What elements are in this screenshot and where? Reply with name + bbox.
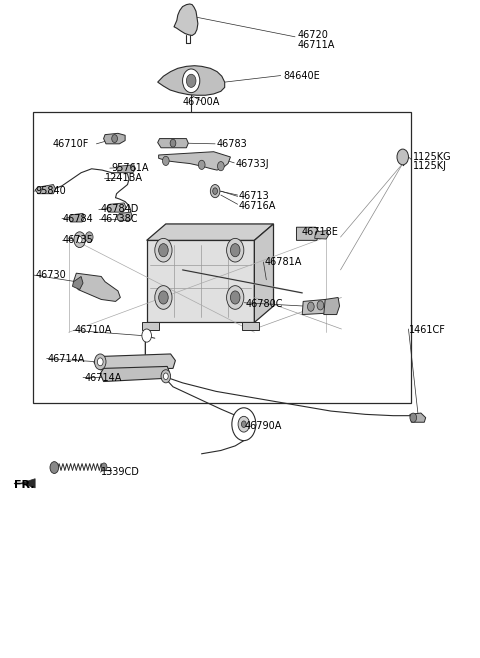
Polygon shape <box>302 299 328 315</box>
Text: 46711A: 46711A <box>298 40 335 51</box>
Circle shape <box>142 329 152 342</box>
Polygon shape <box>410 413 426 422</box>
Text: 46713: 46713 <box>239 191 270 201</box>
Text: 46720: 46720 <box>298 30 328 40</box>
Polygon shape <box>254 224 274 322</box>
Circle shape <box>227 238 244 262</box>
Polygon shape <box>21 479 35 488</box>
Circle shape <box>50 462 59 474</box>
Text: 1125KG: 1125KG <box>413 152 452 162</box>
Circle shape <box>112 135 118 143</box>
Circle shape <box>161 370 170 383</box>
Polygon shape <box>117 165 136 173</box>
Circle shape <box>170 139 176 147</box>
Text: 46784D: 46784D <box>100 205 139 215</box>
Circle shape <box>186 74 196 88</box>
Polygon shape <box>69 213 84 222</box>
Polygon shape <box>73 273 120 301</box>
Text: 1339CD: 1339CD <box>101 467 140 477</box>
Polygon shape <box>72 276 83 290</box>
Circle shape <box>155 238 172 262</box>
Polygon shape <box>157 139 188 148</box>
Text: 46784: 46784 <box>63 214 94 224</box>
Circle shape <box>101 463 107 471</box>
Polygon shape <box>94 354 175 370</box>
Circle shape <box>213 188 217 194</box>
Text: 1461CF: 1461CF <box>408 325 445 336</box>
Bar <box>33 113 411 403</box>
Circle shape <box>155 286 172 309</box>
Polygon shape <box>147 224 274 240</box>
Text: 46735: 46735 <box>63 235 94 245</box>
Text: 46718E: 46718E <box>301 227 338 237</box>
Text: 1241BA: 1241BA <box>105 173 143 183</box>
Polygon shape <box>297 227 321 240</box>
Circle shape <box>163 373 168 380</box>
Text: 46700A: 46700A <box>183 97 220 107</box>
Text: 95840: 95840 <box>35 186 66 196</box>
Circle shape <box>158 291 168 304</box>
Circle shape <box>162 157 169 166</box>
Text: 84640E: 84640E <box>283 70 320 80</box>
Text: 46710F: 46710F <box>52 139 89 149</box>
Polygon shape <box>100 367 169 382</box>
Polygon shape <box>158 152 230 170</box>
Circle shape <box>158 243 168 257</box>
Polygon shape <box>315 230 328 239</box>
Polygon shape <box>142 322 158 330</box>
Polygon shape <box>324 297 339 315</box>
Text: 46714A: 46714A <box>84 373 122 383</box>
Polygon shape <box>104 134 125 144</box>
Polygon shape <box>157 66 225 95</box>
Text: 1125KJ: 1125KJ <box>413 161 447 171</box>
Polygon shape <box>174 4 198 36</box>
Circle shape <box>210 184 220 197</box>
Text: 46733J: 46733J <box>235 159 269 168</box>
Polygon shape <box>35 184 56 193</box>
Circle shape <box>317 301 324 310</box>
Circle shape <box>410 413 417 422</box>
Text: 46730: 46730 <box>35 270 66 280</box>
Text: FR.: FR. <box>14 480 35 490</box>
Circle shape <box>217 162 224 171</box>
Circle shape <box>74 232 85 247</box>
Circle shape <box>95 354 106 370</box>
Text: 46714A: 46714A <box>48 353 85 364</box>
Text: 46780C: 46780C <box>246 299 283 309</box>
Circle shape <box>308 302 314 311</box>
Text: 46790A: 46790A <box>245 421 282 431</box>
Circle shape <box>198 161 205 170</box>
Circle shape <box>232 408 256 441</box>
Text: 46710A: 46710A <box>75 325 112 336</box>
Text: 95761A: 95761A <box>112 163 149 173</box>
Polygon shape <box>147 240 254 322</box>
Circle shape <box>85 232 93 242</box>
Circle shape <box>227 286 244 309</box>
Circle shape <box>182 69 200 93</box>
Circle shape <box>97 358 103 366</box>
Circle shape <box>77 236 82 243</box>
Circle shape <box>397 149 408 165</box>
Circle shape <box>241 421 246 428</box>
Text: 46738C: 46738C <box>100 214 138 224</box>
Polygon shape <box>242 322 259 330</box>
Circle shape <box>230 291 240 304</box>
Text: 46716A: 46716A <box>239 201 276 211</box>
Polygon shape <box>107 203 126 212</box>
Text: 46783: 46783 <box>217 139 248 149</box>
Text: 46781A: 46781A <box>265 257 302 267</box>
Circle shape <box>238 417 250 432</box>
Circle shape <box>230 243 240 257</box>
Polygon shape <box>117 212 132 220</box>
